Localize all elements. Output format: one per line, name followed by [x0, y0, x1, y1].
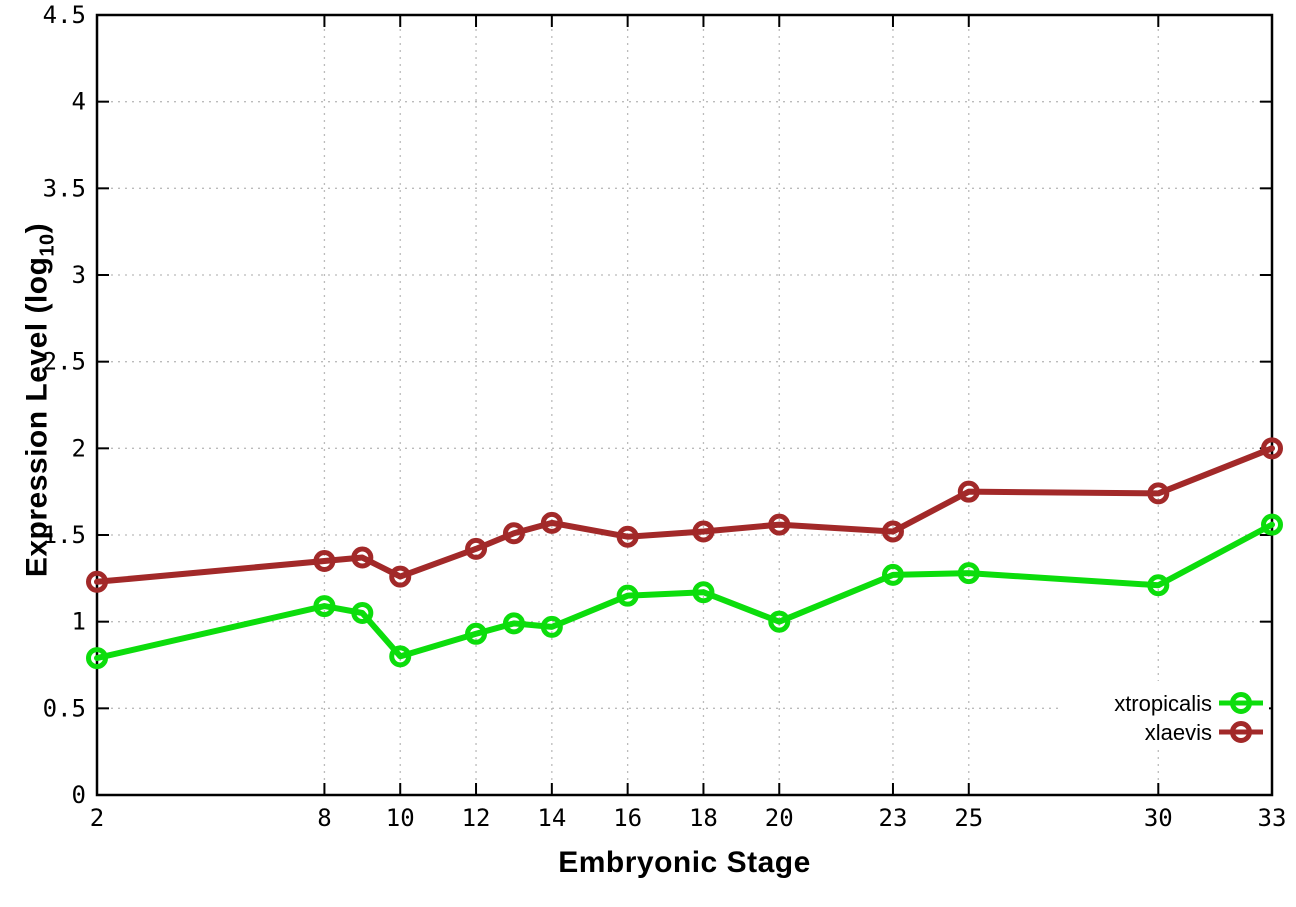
plot-border	[95, 13, 1274, 797]
data-point-xlaevis-12	[465, 537, 488, 560]
tick-label-x-25: 25	[954, 804, 983, 832]
y-axis-title-main: Expression Level (log	[20, 256, 54, 578]
tick-label-y-3: 3	[72, 261, 86, 289]
data-point-xlaevis-8	[313, 550, 336, 572]
data-point-xtropicalis-20	[768, 610, 791, 633]
tick-label-y-0.5: 0.5	[43, 694, 86, 722]
data-point-xtropicalis-25	[957, 562, 980, 585]
tick-label-x-14: 14	[537, 804, 566, 832]
series-line-xtropicalis	[94, 521, 1275, 662]
tick-label-y-0: 0	[72, 781, 86, 809]
data-point-xtropicalis-9	[351, 602, 374, 624]
data-point-xlaevis-20	[768, 513, 791, 536]
data-point-xlaevis-9	[351, 546, 374, 569]
data-point-xtropicalis-13	[502, 612, 525, 635]
data-point-xlaevis-13	[502, 522, 525, 545]
legend-label-xtropicalis: xtropicalis	[1114, 691, 1212, 716]
series-line-xlaevis	[94, 445, 1275, 585]
tick-label-y-4: 4	[72, 88, 86, 116]
data-point-xtropicalis-18	[692, 581, 715, 604]
x-axis-title: Embryonic Stage	[558, 846, 811, 879]
data-point-xlaevis-2	[86, 570, 108, 593]
tick-label-y-2: 2	[72, 434, 86, 462]
data-point-xtropicalis-30	[1147, 574, 1170, 597]
tick-label-x-23: 23	[879, 804, 908, 832]
data-point-xlaevis-16	[616, 525, 639, 548]
tick-label-x-16: 16	[613, 804, 642, 832]
data-point-xtropicalis-8	[313, 595, 336, 618]
data-point-xtropicalis-10	[389, 645, 412, 668]
tick-label-x-30: 30	[1144, 804, 1173, 832]
data-point-xtropicalis-33	[1261, 513, 1283, 536]
data-point-xlaevis-33	[1261, 437, 1283, 460]
tick-label-y-1.5: 1.5	[43, 521, 86, 549]
y-axis-title-close: )	[20, 222, 54, 234]
y-axis-title: Expression Level (log10)	[21, 223, 60, 577]
data-point-xtropicalis-2	[86, 647, 108, 670]
data-point-xlaevis-10	[389, 565, 412, 588]
data-point-xlaevis-14	[540, 511, 563, 534]
tick-label-y-1: 1	[72, 608, 86, 636]
data-point-xlaevis-25	[957, 480, 980, 503]
data-point-xlaevis-30	[1147, 482, 1170, 505]
legend-label-xlaevis: xlaevis	[1145, 720, 1212, 745]
tick-label-y-2.5: 2.5	[43, 348, 86, 376]
tick-label-x-12: 12	[462, 804, 491, 832]
tick-label-x-10: 10	[386, 804, 415, 832]
legend-marker-xlaevis	[1230, 721, 1252, 743]
data-point-xtropicalis-14	[540, 615, 563, 638]
data-point-xlaevis-23	[881, 520, 904, 543]
tick-label-y-3.5: 3.5	[43, 174, 86, 202]
y-axis-title-subscript: 10	[36, 233, 59, 257]
legend-marker-xtropicalis	[1230, 692, 1252, 714]
data-point-xtropicalis-12	[465, 622, 488, 645]
data-point-xlaevis-18	[692, 520, 715, 543]
tick-label-x-18: 18	[689, 804, 718, 832]
tick-label-x-33: 33	[1258, 804, 1287, 832]
tick-label-x-20: 20	[765, 804, 794, 832]
tick-label-x-8: 8	[317, 804, 331, 832]
data-point-xtropicalis-23	[881, 563, 904, 586]
tick-label-x-2: 2	[90, 804, 104, 832]
tick-label-y-4.5: 4.5	[43, 1, 86, 29]
data-point-xtropicalis-16	[616, 584, 639, 607]
